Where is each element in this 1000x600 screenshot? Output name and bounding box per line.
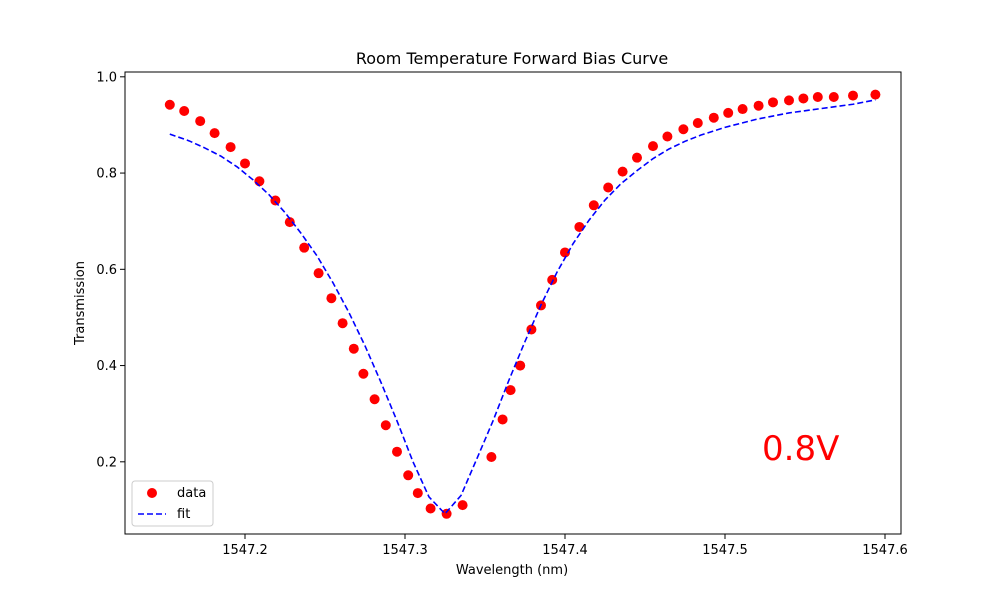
x-tick-label: 1547.6 xyxy=(862,543,908,558)
x-tick-label: 1547.3 xyxy=(382,543,428,558)
y-axis-label: Transmission xyxy=(73,261,88,346)
data-point xyxy=(313,268,324,279)
x-axis: 1547.2 1547.3 1547.4 1547.5 1547.6 xyxy=(222,534,908,558)
data-point xyxy=(369,394,380,405)
data-point xyxy=(505,385,516,396)
data-point xyxy=(358,368,369,379)
data-point xyxy=(195,116,206,127)
data-point xyxy=(515,360,526,371)
data-point xyxy=(737,104,748,115)
x-tick-label: 1547.5 xyxy=(702,543,748,558)
data-point xyxy=(662,131,673,142)
data-point xyxy=(560,247,570,258)
plot-frame xyxy=(124,71,902,535)
legend: data fit xyxy=(131,480,214,527)
y-tick-label: 0.4 xyxy=(96,359,117,374)
data-point xyxy=(632,152,642,163)
x-tick-label: 1547.4 xyxy=(542,543,588,558)
data-point xyxy=(848,90,858,101)
data-point xyxy=(425,503,436,514)
x-tick-label: 1547.2 xyxy=(222,543,268,558)
data-point xyxy=(403,470,414,481)
data-point xyxy=(240,158,250,169)
y-tick-label: 0.2 xyxy=(96,455,117,470)
fit-line xyxy=(169,99,876,515)
data-point xyxy=(486,452,497,462)
data-point xyxy=(708,112,719,123)
data-point xyxy=(348,343,359,354)
data-point xyxy=(380,420,391,431)
y-axis: 0.2 0.4 0.6 0.8 1.0 xyxy=(96,70,125,470)
y-tick-label: 0.8 xyxy=(96,167,117,182)
data-point xyxy=(337,318,348,329)
legend-data-marker xyxy=(147,488,157,498)
data-point xyxy=(164,99,175,110)
data-point xyxy=(497,414,508,425)
legend-fit-label: fit xyxy=(177,507,190,522)
data-point xyxy=(828,92,839,103)
data-point xyxy=(284,217,295,228)
data-point xyxy=(209,128,220,139)
plot-area xyxy=(164,89,881,519)
legend-data-label: data xyxy=(177,486,206,501)
data-point xyxy=(812,92,823,103)
data-point xyxy=(768,97,778,108)
data-point xyxy=(753,100,764,111)
data-point xyxy=(648,141,658,152)
data-point xyxy=(457,500,468,511)
data-point xyxy=(784,95,794,106)
data-point xyxy=(326,293,337,304)
y-tick-label: 1.0 xyxy=(96,70,117,85)
data-point xyxy=(441,508,452,519)
chart-title: Room Temperature Forward Bias Curve xyxy=(356,49,668,68)
data-point xyxy=(412,488,423,499)
data-point xyxy=(603,182,614,193)
data-point xyxy=(723,107,734,118)
data-point xyxy=(617,166,628,177)
data-point xyxy=(225,142,236,153)
y-tick-label: 0.6 xyxy=(96,263,117,278)
data-point xyxy=(547,274,558,285)
data-point xyxy=(692,118,703,129)
data-point xyxy=(299,242,310,253)
data-point xyxy=(588,200,599,211)
voltage-annotation: 0.8V xyxy=(762,429,839,469)
data-point xyxy=(870,89,881,100)
data-point xyxy=(392,446,402,457)
data-point xyxy=(678,124,689,135)
x-axis-label: Wavelength (nm) xyxy=(456,563,568,578)
data-point xyxy=(798,93,809,104)
data-point xyxy=(179,105,190,116)
